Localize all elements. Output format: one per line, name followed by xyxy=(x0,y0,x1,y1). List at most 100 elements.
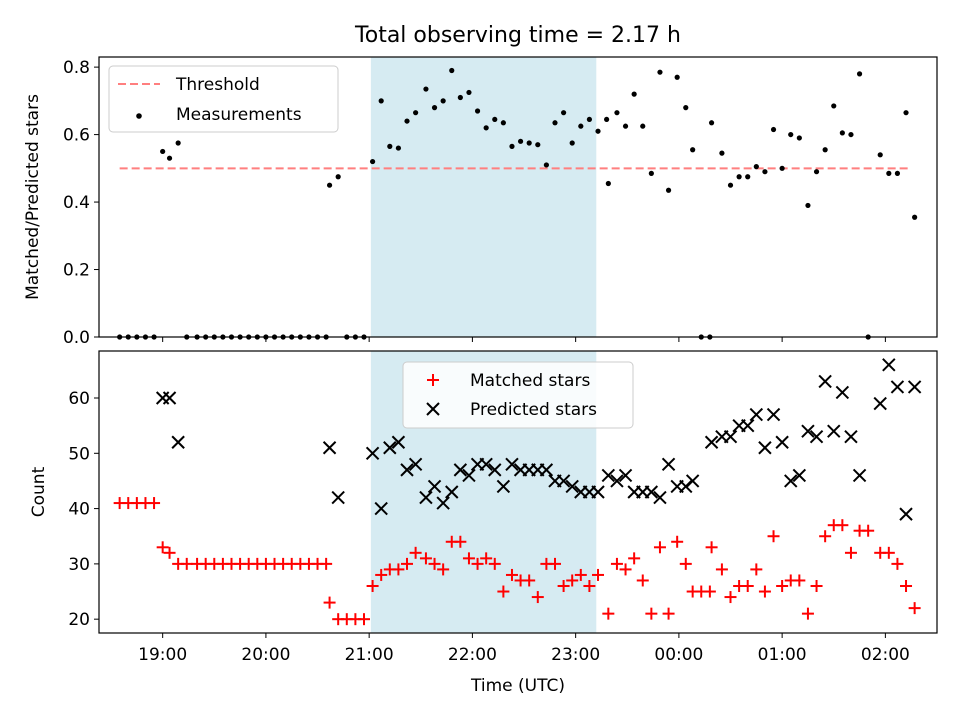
legend-measurements-label: Measurements xyxy=(176,105,302,125)
measurement-point xyxy=(813,169,820,175)
measurement-point xyxy=(175,140,181,146)
predicted-stars-point xyxy=(685,474,700,488)
measurement-point xyxy=(690,147,696,153)
top-legend-box xyxy=(108,65,339,133)
top-y-axis-label: Matched/Predicted stars xyxy=(23,94,43,300)
predicted-stars-point xyxy=(852,468,867,483)
predicted-stars-point xyxy=(899,507,913,521)
matched-stars-point xyxy=(531,591,544,604)
measurement-point xyxy=(466,89,472,96)
predicted-stars-point xyxy=(445,485,459,499)
star-count-points xyxy=(113,358,922,626)
bottom-y-tick-label: 40 xyxy=(68,500,90,520)
measurement-point xyxy=(903,110,909,116)
matched-stars-point xyxy=(776,580,789,592)
predicted-stars-point xyxy=(383,441,397,455)
matched-stars-point xyxy=(320,557,333,570)
top-y-tick-label: 0.0 xyxy=(63,328,90,348)
predicted-stars-point xyxy=(784,474,798,488)
measurement-point xyxy=(745,174,751,180)
measurement-point xyxy=(605,180,611,187)
predicted-stars-point xyxy=(171,435,185,449)
measurement-point xyxy=(770,126,777,133)
matched-stars-point xyxy=(844,546,857,559)
matched-stars-point xyxy=(471,557,484,570)
predicted-stars-point xyxy=(723,429,738,444)
predicted-stars-point xyxy=(873,396,887,411)
matched-stars-point xyxy=(703,585,716,598)
top-y-ticks: 0.0 0.2 0.4 0.6 0.8 xyxy=(63,58,99,348)
predicted-stars-point xyxy=(436,496,450,510)
top-y-tick-label: 0.8 xyxy=(63,58,90,78)
measurement-point xyxy=(509,143,515,149)
measurement-point xyxy=(779,165,785,171)
bottom-y-axis-label: Count xyxy=(29,466,49,517)
measurement-point xyxy=(404,118,410,124)
matched-stars-point xyxy=(900,580,913,592)
measurement-point xyxy=(166,155,173,161)
predicted-stars-point xyxy=(704,435,719,449)
predicted-stars-point xyxy=(427,479,442,494)
measurement-point xyxy=(387,143,393,149)
measurement-point xyxy=(796,135,802,141)
matched-stars-point xyxy=(819,530,832,543)
legend-threshold-label: Threshold xyxy=(175,75,260,95)
bottom-x-ticks: 19:00 20:00 21:00 22:00 23:00 00:00 01:00 02:00 xyxy=(138,633,910,665)
matched-stars-point xyxy=(566,574,579,587)
matched-stars-point xyxy=(862,524,875,537)
matched-stars-point xyxy=(810,580,823,592)
measurement-point xyxy=(160,148,166,155)
x-tick-label: 00:00 xyxy=(654,645,703,665)
matched-stars-point xyxy=(462,552,475,565)
top-highlight-band xyxy=(370,57,597,337)
predicted-stars-point xyxy=(539,463,554,477)
top-y-tick-label: 0.6 xyxy=(63,126,90,146)
predicted-stars-point xyxy=(565,479,579,494)
matched-stars-point xyxy=(523,574,536,587)
matched-stars-point xyxy=(557,580,570,592)
measurement-point xyxy=(822,147,828,153)
measurement-point xyxy=(335,174,341,180)
matched-stars-point xyxy=(628,552,641,565)
measurement-point xyxy=(449,67,455,74)
predicted-stars-point xyxy=(331,490,345,505)
matched-stars-point xyxy=(375,568,388,581)
measurement-point xyxy=(431,105,438,111)
predicted-stars-point xyxy=(890,380,905,394)
measurement-point xyxy=(622,123,629,129)
top-legend: Threshold Measurements xyxy=(108,65,339,133)
measurement-point xyxy=(683,105,689,111)
measurement-point xyxy=(727,182,734,188)
predicted-stars-point xyxy=(391,435,406,449)
matched-stars-point xyxy=(548,557,561,570)
measurement-point xyxy=(848,131,854,138)
legend-measurement-dot-icon xyxy=(136,113,142,119)
matched-stars-point xyxy=(836,519,849,532)
measurement-point xyxy=(614,110,620,116)
matched-stars-point xyxy=(908,602,921,615)
matched-stars-point xyxy=(882,546,895,559)
measurement-point xyxy=(492,116,498,123)
measurement-point xyxy=(440,98,446,104)
measurement-point xyxy=(708,120,715,126)
measurement-point xyxy=(413,110,419,116)
measurement-point xyxy=(877,152,883,158)
matched-stars-point xyxy=(409,546,422,559)
measurement-point xyxy=(595,128,601,134)
matched-stars-point xyxy=(801,607,814,620)
measurement-point xyxy=(457,94,463,101)
matched-stars-point xyxy=(610,557,623,570)
measurement-point xyxy=(805,202,811,209)
matched-stars-point xyxy=(715,563,728,576)
predicted-stars-point xyxy=(809,429,824,444)
predicted-stars-point xyxy=(400,463,414,477)
predicted-stars-point xyxy=(488,463,502,477)
matched-stars-point xyxy=(602,607,615,620)
predicted-stars-point xyxy=(462,468,476,483)
predicted-stars-point xyxy=(479,457,493,472)
measurement-point xyxy=(839,130,845,136)
matched-stars-point xyxy=(636,574,649,587)
bottom-axes-frame xyxy=(98,350,938,634)
predicted-stars-point xyxy=(610,474,624,488)
matched-stars-point xyxy=(679,557,692,570)
